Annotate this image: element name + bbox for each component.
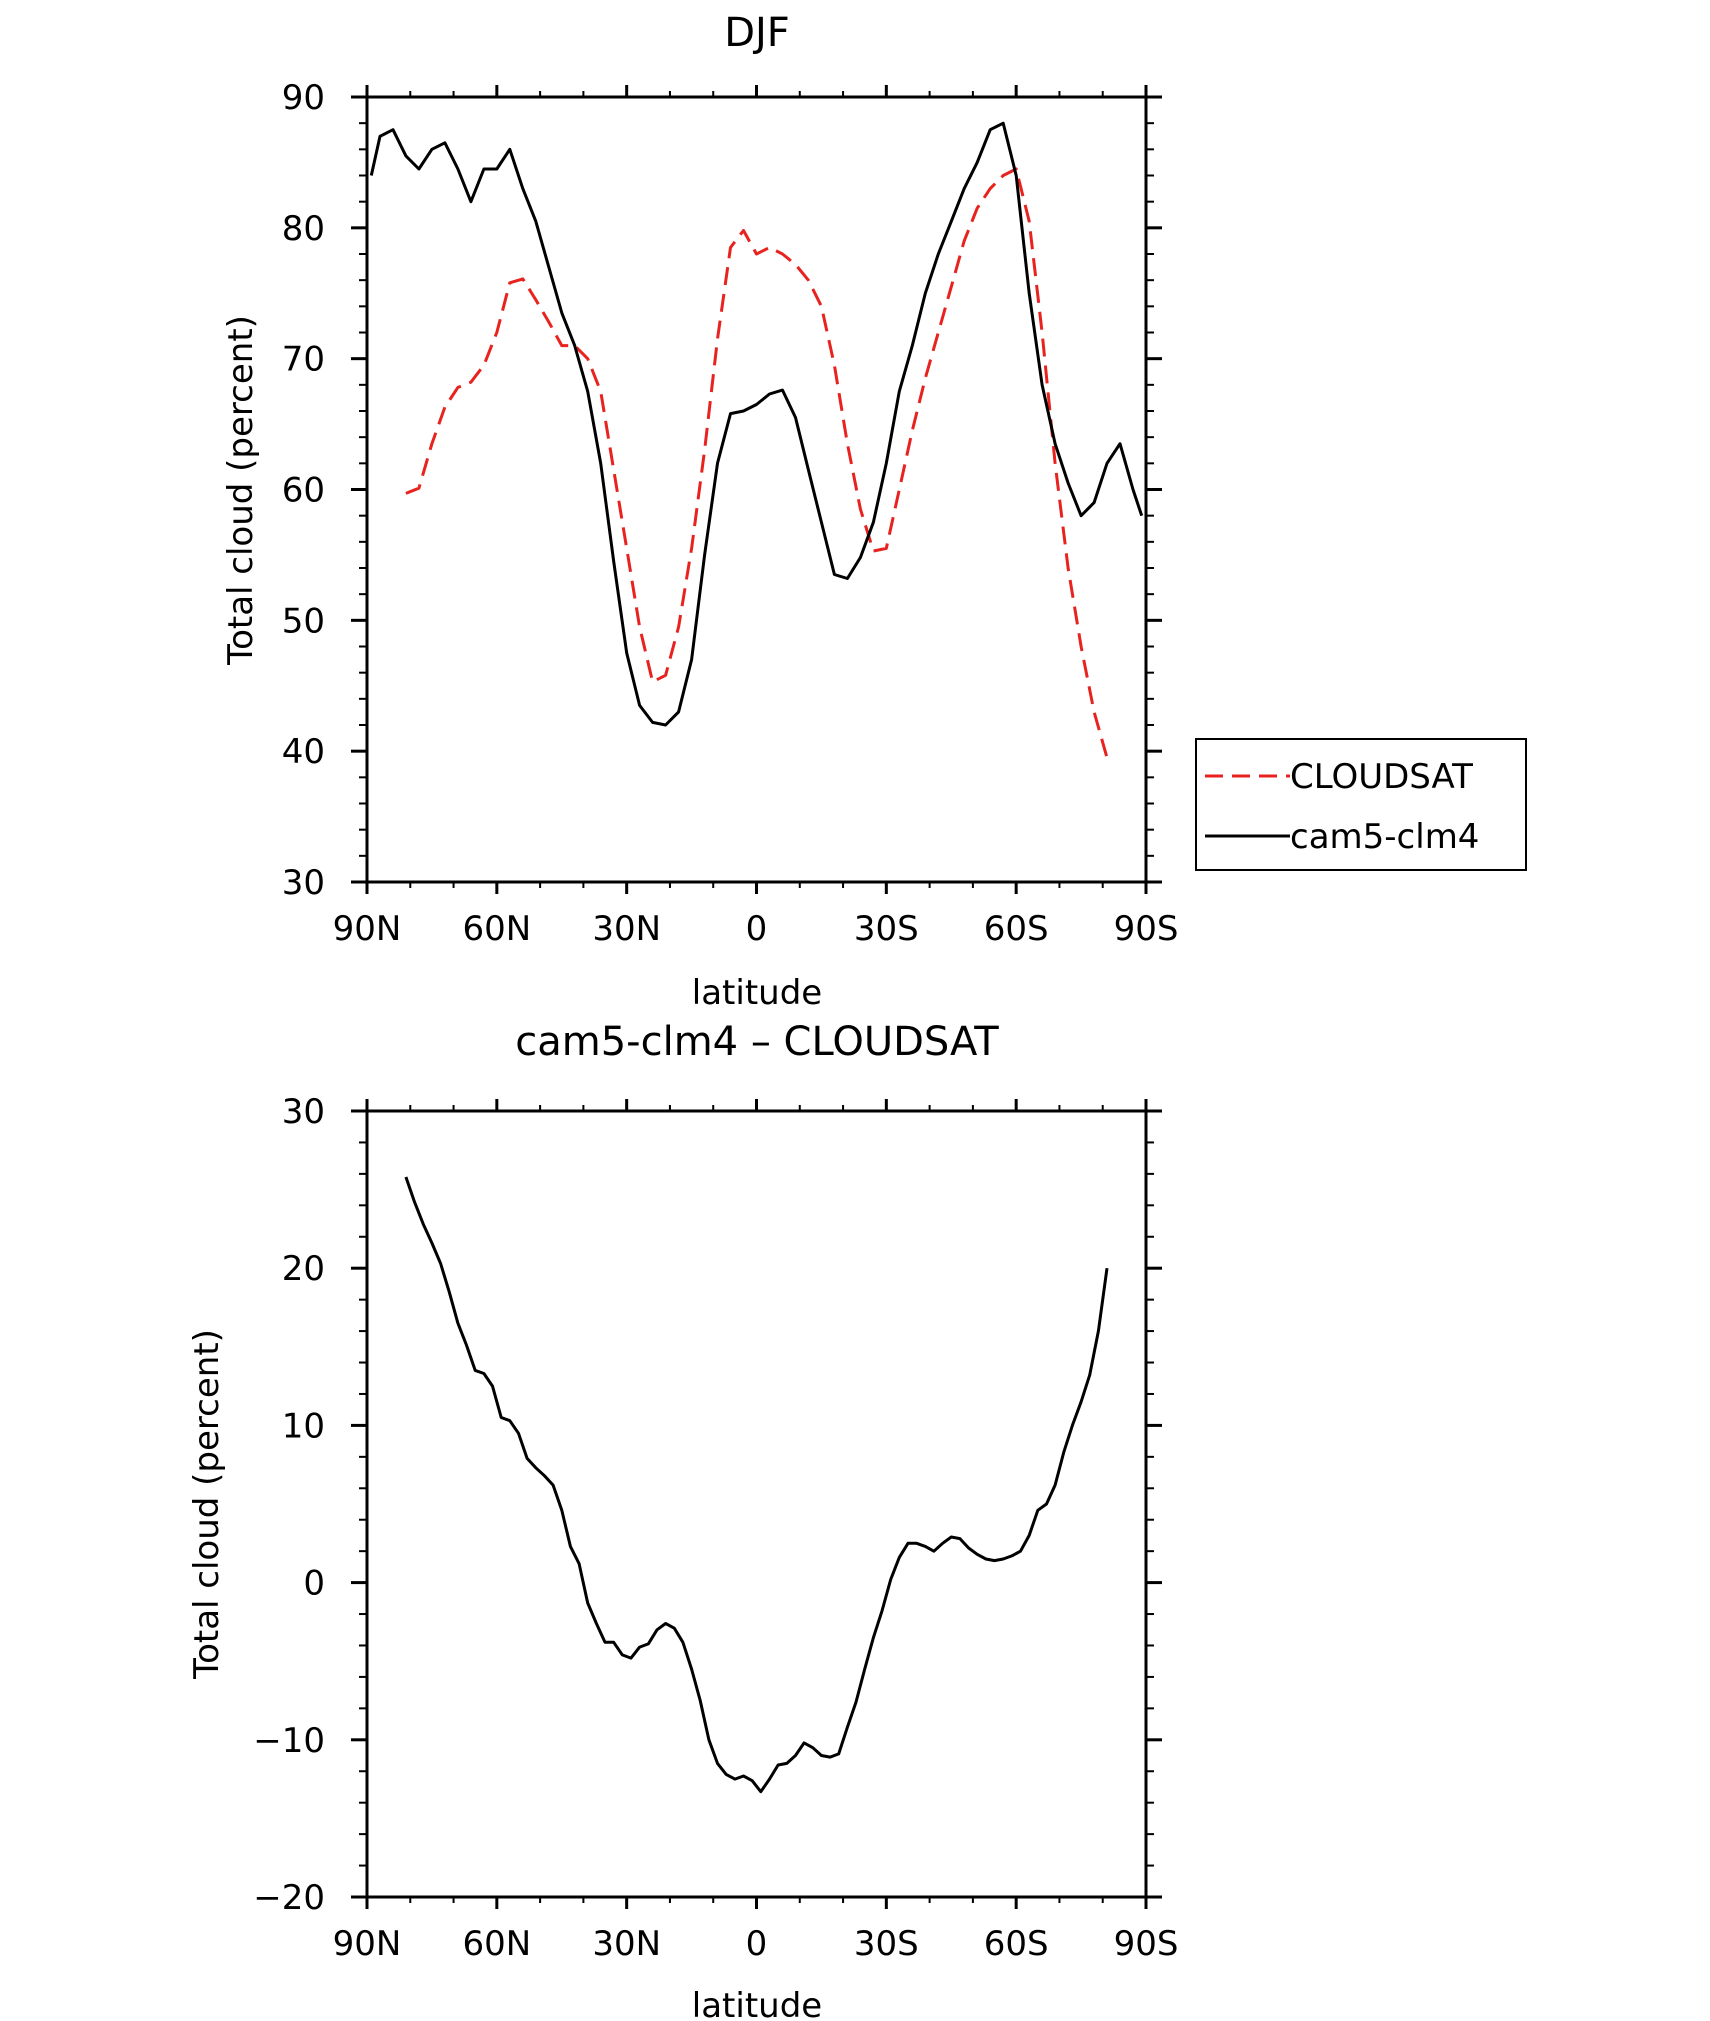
chart-panel-djf: DJF 90N 60N 30N 0 30S 60S 90S 30 40 50 60 70 80 90 la… (221, 10, 1527, 1013)
x-tick-label: 0 (746, 1924, 768, 1964)
x-axis-label: latitude (692, 1986, 822, 2021)
y-tick-label: 80 (282, 209, 325, 249)
x-tick-label: 90N (333, 1924, 402, 1964)
series-line-cloudsat (405, 167, 1109, 759)
series-line-cam5-clm4 (369, 121, 1144, 727)
chart-panel-difference: cam5-clm4 – CLOUDSAT 90N 60N 30N 0 30S 60S 90S… (187, 1019, 1178, 2021)
y-tick-label: 10 (282, 1406, 325, 1446)
x-tick-label: 60N (462, 1924, 531, 1964)
y-axis-label: Total cloud (percent) (221, 315, 261, 666)
legend-label-cloudsat: CLOUDSAT (1290, 757, 1473, 797)
x-tick-label: 60N (462, 909, 531, 949)
y-tick-label: 60 (282, 471, 325, 511)
y-tick-label: −10 (253, 1721, 325, 1761)
chart-title: DJF (724, 10, 790, 56)
y-tick-label: 70 (282, 340, 325, 380)
y-tick-label: 20 (282, 1249, 325, 1289)
ticks-layer: 90N 60N 30N 0 30S 60S 90S −20 −10 0 10 20 30 (253, 1092, 1178, 1964)
y-tick-label: 50 (282, 601, 325, 641)
legend-box (1195, 738, 1527, 871)
series-line-difference (404, 1176, 1109, 1794)
x-tick-label: 60S (984, 909, 1049, 949)
chart-title: cam5-clm4 – CLOUDSAT (515, 1019, 999, 1065)
y-tick-label: 0 (303, 1564, 325, 1604)
x-tick-label: 30N (592, 909, 661, 949)
x-tick-label: 60S (984, 1924, 1049, 1964)
legend: CLOUDSAT cam5-clm4 (1195, 738, 1527, 871)
y-tick-label: −20 (253, 1878, 325, 1918)
series-layer (404, 1176, 1109, 1794)
x-tick-label: 90S (1114, 1924, 1179, 1964)
y-tick-label: 30 (282, 863, 325, 903)
y-tick-label: 90 (282, 78, 325, 118)
series-layer (369, 121, 1144, 759)
legend-label-cam5-clm4: cam5-clm4 (1290, 817, 1479, 857)
ticks-layer: 90N 60N 30N 0 30S 60S 90S 30 40 50 60 70 80 90 (282, 78, 1179, 949)
x-tick-label: 30S (854, 1924, 919, 1964)
x-tick-label: 90S (1114, 909, 1179, 949)
y-tick-label: 40 (282, 732, 325, 772)
x-tick-label: 90N (333, 909, 402, 949)
y-axis-label: Total cloud (percent) (187, 1329, 227, 1680)
plot-frame (365, 95, 1148, 884)
x-tick-label: 0 (746, 909, 768, 949)
x-tick-label: 30S (854, 909, 919, 949)
plot-frame (365, 1109, 1148, 1899)
x-tick-label: 30N (592, 1924, 661, 1964)
x-axis-label: latitude (692, 973, 822, 1013)
y-tick-label: 30 (282, 1092, 325, 1132)
